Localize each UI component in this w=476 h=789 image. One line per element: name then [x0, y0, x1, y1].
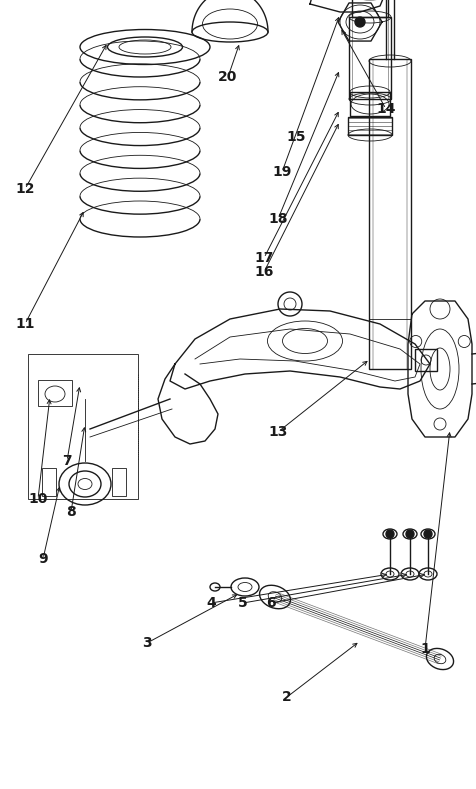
Text: 17: 17 — [254, 251, 273, 265]
Text: 11: 11 — [15, 317, 34, 331]
Text: 3: 3 — [142, 636, 152, 650]
Bar — [369, 59, 411, 369]
Bar — [38, 380, 72, 406]
Text: 6: 6 — [266, 596, 276, 610]
Bar — [348, 117, 392, 135]
Bar — [349, 17, 391, 99]
Circle shape — [406, 530, 414, 538]
Text: 15: 15 — [286, 130, 306, 144]
Bar — [28, 354, 138, 499]
Circle shape — [355, 17, 365, 27]
Text: 12: 12 — [15, 182, 34, 196]
Bar — [42, 468, 56, 496]
Text: 19: 19 — [272, 165, 291, 179]
Text: 1: 1 — [420, 642, 430, 656]
Text: 5: 5 — [238, 596, 248, 610]
Bar — [415, 349, 437, 371]
Text: 13: 13 — [268, 425, 288, 439]
Text: 10: 10 — [28, 492, 48, 506]
Text: 8: 8 — [66, 505, 76, 519]
Text: 14: 14 — [376, 102, 396, 116]
Text: 9: 9 — [38, 552, 48, 566]
Text: 2: 2 — [282, 690, 292, 704]
Text: 4: 4 — [206, 596, 216, 610]
Circle shape — [386, 530, 394, 538]
Bar — [350, 92, 390, 116]
Text: 7: 7 — [62, 454, 71, 468]
Text: 18: 18 — [268, 212, 288, 226]
Circle shape — [424, 530, 432, 538]
Bar — [352, 0, 388, 17]
Bar — [112, 468, 126, 496]
Text: 16: 16 — [254, 265, 273, 279]
Text: 20: 20 — [218, 70, 238, 84]
